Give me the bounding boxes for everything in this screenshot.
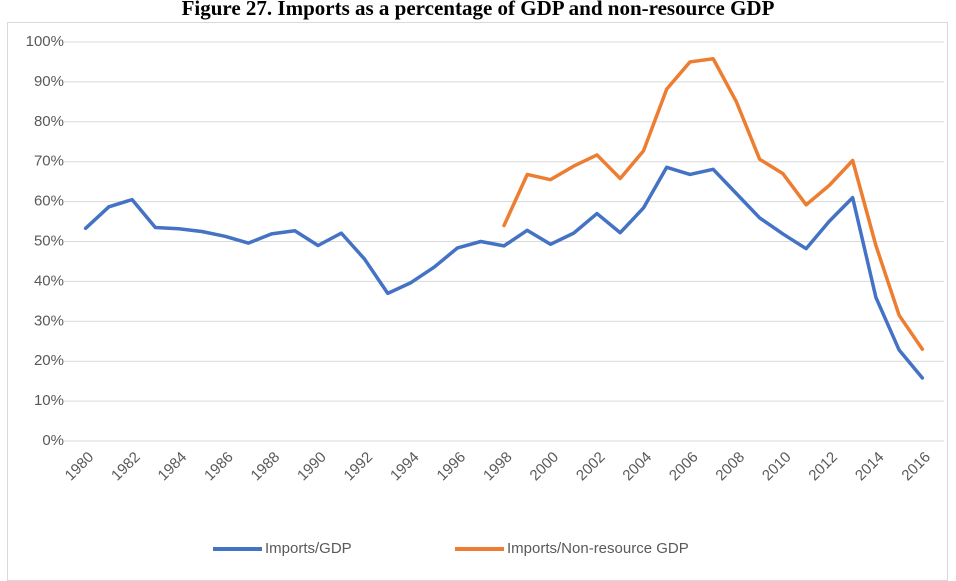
legend-label: Imports/Non-resource GDP xyxy=(507,540,689,557)
y-tick-label: 0% xyxy=(42,432,64,449)
legend-label: Imports/GDP xyxy=(265,540,352,557)
series-line xyxy=(502,57,925,351)
y-tick-label: 20% xyxy=(34,352,64,369)
chart-title: Figure 27. Imports as a percentage of GD… xyxy=(182,0,775,20)
y-tick-label: 90% xyxy=(34,73,64,90)
y-tick-label: 60% xyxy=(34,193,64,210)
y-tick-label: 100% xyxy=(26,33,64,50)
y-tick-label: 80% xyxy=(34,113,64,130)
series-line xyxy=(83,165,925,380)
chart-frame xyxy=(7,22,948,581)
y-tick-label: 30% xyxy=(34,312,64,329)
y-tick-label: 50% xyxy=(34,232,64,249)
y-tick-label: 40% xyxy=(34,272,64,289)
y-tick-label: 70% xyxy=(34,153,64,170)
y-tick-label: 10% xyxy=(34,392,64,409)
